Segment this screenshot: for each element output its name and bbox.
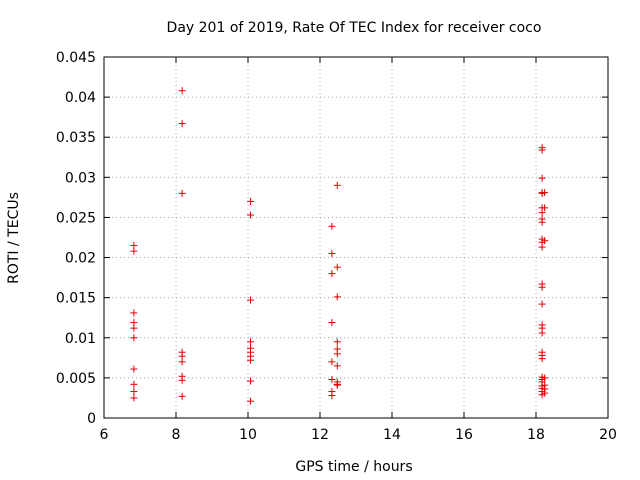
- x-tick-label: 14: [383, 427, 401, 443]
- data-point: [130, 365, 138, 373]
- data-point: [538, 283, 546, 291]
- data-points: [130, 87, 549, 405]
- data-point: [130, 334, 138, 342]
- x-tick-label: 12: [311, 427, 329, 443]
- data-point: [247, 397, 255, 405]
- data-point: [178, 376, 186, 384]
- data-point: [178, 87, 186, 95]
- y-axis-label: ROTI / TECUs: [6, 192, 22, 284]
- data-point: [178, 189, 186, 197]
- x-tick-label: 10: [239, 427, 257, 443]
- data-point: [333, 263, 341, 271]
- data-point: [333, 362, 341, 370]
- x-tick-labels: 6 8 10 12 14 16 18 20: [100, 427, 617, 443]
- data-point: [538, 243, 546, 251]
- data-point: [333, 181, 341, 189]
- data-point: [538, 146, 546, 154]
- data-point: [328, 319, 336, 327]
- y-tick-labels: 0 0.005 0.01 0.015 0.02 0.025 0.03 0.035 0.04 0.0…: [56, 50, 96, 427]
- data-point: [247, 356, 255, 364]
- x-tick-label: 8: [172, 427, 181, 443]
- data-point: [328, 375, 336, 383]
- chart-title: Day 201 of 2019, Rate Of TEC Index for r…: [167, 20, 542, 36]
- data-point: [247, 296, 255, 304]
- data-point: [541, 237, 549, 245]
- data-point: [247, 338, 255, 346]
- data-point: [130, 380, 138, 388]
- y-tick-label: 0.03: [65, 170, 96, 186]
- data-point: [130, 309, 138, 317]
- x-tick-label: 6: [100, 427, 109, 443]
- y-tick-label: 0.04: [65, 90, 96, 106]
- data-point: [247, 197, 255, 205]
- data-point: [328, 270, 336, 278]
- data-point: [541, 389, 549, 397]
- data-point: [130, 324, 138, 332]
- x-tick-label: 16: [455, 427, 473, 443]
- data-point: [328, 392, 336, 400]
- plot-frame: [103, 56, 609, 419]
- y-tick-label: 0: [87, 411, 96, 427]
- data-point: [130, 388, 138, 396]
- data-point: [247, 377, 255, 385]
- data-point: [130, 247, 138, 255]
- data-point: [178, 358, 186, 366]
- data-point: [333, 381, 341, 389]
- y-tick-label: 0.035: [56, 130, 96, 146]
- x-axis-label: GPS time / hours: [295, 459, 412, 475]
- y-tick-label: 0.025: [56, 210, 96, 226]
- data-point: [541, 204, 549, 212]
- data-point: [178, 120, 186, 128]
- data-point: [328, 222, 336, 230]
- tick-marks: [103, 56, 609, 419]
- y-tick-label: 0.015: [56, 291, 96, 307]
- data-point: [328, 358, 336, 366]
- data-point: [538, 355, 546, 363]
- data-point: [538, 300, 546, 308]
- data-point: [538, 209, 546, 217]
- x-tick-label: 18: [527, 427, 545, 443]
- y-tick-label: 0.01: [65, 331, 96, 347]
- data-point: [538, 174, 546, 182]
- data-point: [333, 338, 341, 346]
- data-point: [538, 218, 546, 226]
- data-point: [328, 250, 336, 258]
- data-point: [178, 392, 186, 400]
- grid-layer: [104, 57, 608, 418]
- data-point: [333, 293, 341, 301]
- x-tick-label: 20: [599, 427, 617, 443]
- data-point: [538, 329, 546, 337]
- data-point: [247, 211, 255, 219]
- y-tick-label: 0.02: [65, 251, 96, 267]
- data-point: [333, 350, 341, 358]
- y-tick-label: 0.045: [56, 50, 96, 66]
- y-tick-label: 0.005: [56, 371, 96, 387]
- data-point: [130, 394, 138, 402]
- data-point: [541, 374, 549, 382]
- data-point: [541, 189, 549, 197]
